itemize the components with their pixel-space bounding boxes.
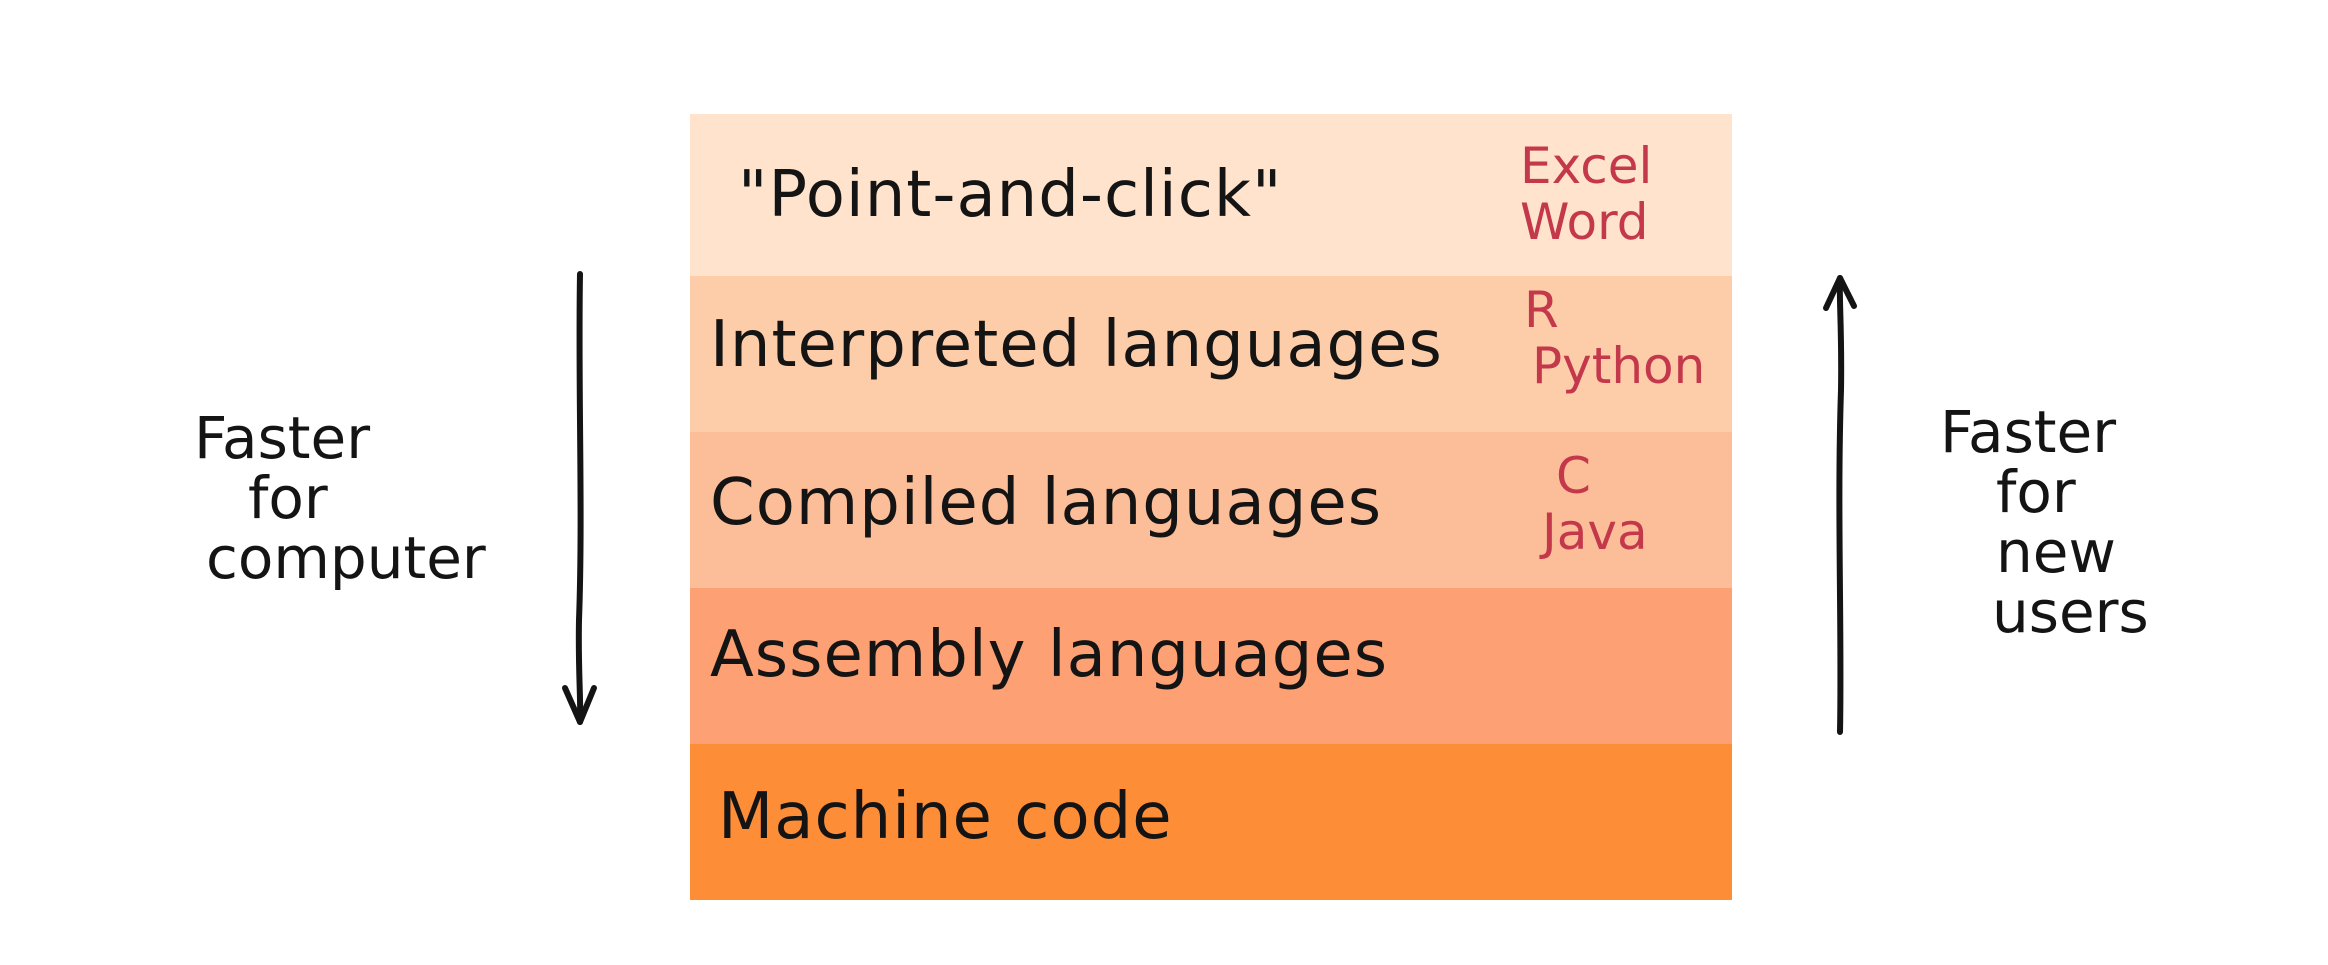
right-axis-label-line: users [1992,578,2149,646]
right-axis-label-line: for [1996,458,2076,526]
layer-label: "Point-and-click" [738,158,1283,232]
layer-machine-code: Machine code [690,744,1732,900]
layer-examples: R Python [1520,282,1720,394]
example-label: Java [1542,503,1648,561]
left-arrow-down-icon [562,271,597,725]
example-label: C [1556,447,1591,505]
layer-examples: Excel Word [1520,138,1720,250]
layer-label: Interpreted languages [710,308,1443,382]
right-axis-label-line: new [1996,518,2116,586]
right-axis-label-line: Faster [1940,398,2117,466]
language-stack: "Point-and-click" Excel Word Interpreted… [690,114,1732,900]
left-axis-label-line: for [248,464,328,532]
layer-interpreted-languages: Interpreted languages R Python [690,276,1732,432]
left-axis-label-line: Faster [194,404,371,472]
layer-assembly-languages: Assembly languages [690,588,1732,744]
right-axis-label: Faster for new users [1940,402,2149,642]
layer-examples: C Java [1520,448,1720,560]
example-label: Python [1532,337,1706,395]
right-arrow-up-icon [1823,275,1857,735]
left-axis-label: Faster for computer [190,408,486,588]
layer-label: Compiled languages [710,466,1383,540]
example-label: Word [1520,193,1649,251]
layer-point-and-click: "Point-and-click" Excel Word [690,114,1732,276]
layer-label: Assembly languages [710,618,1389,692]
layer-compiled-languages: Compiled languages C Java [690,432,1732,588]
left-axis-label-line: computer [206,524,486,592]
layer-label: Machine code [718,780,1173,854]
example-label: R [1524,281,1559,339]
example-label: Excel [1520,137,1653,195]
